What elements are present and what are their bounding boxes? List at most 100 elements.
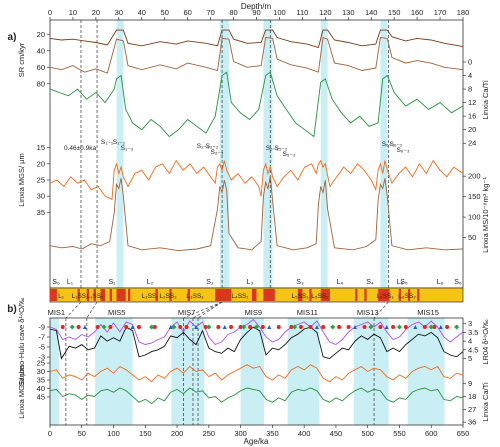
- x-tick-label: 350: [266, 429, 279, 438]
- cyan-band: [380, 20, 388, 288]
- y-axis-title: Linxia Ca/Ti: [481, 382, 490, 422]
- strat-label: L₃: [247, 279, 254, 286]
- annotation: 0.46±0.9ka: [64, 145, 97, 152]
- green-diamond: [330, 324, 336, 330]
- series-line: [49, 318, 464, 346]
- y-tick-label: 18: [468, 392, 476, 401]
- blue-triangle: [267, 325, 272, 329]
- annotation: S₆₋₁: [382, 141, 395, 148]
- green-diamond: [171, 324, 177, 330]
- x-tick-label: 110: [296, 8, 308, 17]
- y-tick-label: -3: [38, 353, 45, 362]
- x-tick-label: 150: [388, 8, 401, 17]
- y-tick-label: -5: [38, 343, 45, 352]
- series-line: [49, 159, 464, 201]
- paleosol-band: [169, 289, 172, 301]
- green-diamond: [241, 324, 247, 330]
- y-tick-label: 200: [468, 172, 481, 181]
- y-tick-label: 60: [37, 63, 45, 72]
- x-tick-label: 30: [115, 8, 123, 17]
- cyan-band: [116, 20, 124, 288]
- annotation: S₅₋₁: [266, 145, 279, 152]
- column-label: L₁SS₁: [72, 293, 89, 300]
- y-tick-label: 9: [468, 379, 472, 388]
- y-tick-label: 20: [37, 159, 45, 168]
- annotation: S₁₋₁: [101, 139, 114, 146]
- x-tick-label: 250: [203, 429, 216, 438]
- strat-label: S₅: [400, 279, 408, 286]
- blue-triangle: [438, 325, 443, 329]
- red-dot: [432, 325, 437, 329]
- red-dot: [308, 325, 313, 329]
- y-tick-label: 25: [37, 359, 45, 368]
- x-tick-label: 600: [425, 429, 438, 438]
- column-label: L₄SS₁: [231, 293, 249, 300]
- y-tick-label: 40: [37, 46, 45, 55]
- y-tick-label: 3.5: [468, 328, 478, 337]
- series-line: [49, 71, 464, 138]
- strat-label: L₄: [337, 279, 344, 286]
- blue-triangle: [384, 325, 389, 329]
- x-tick-label: 140: [365, 8, 378, 17]
- strat-label: L₅: [397, 279, 404, 286]
- cyan-band: [320, 20, 328, 288]
- connector-line: [65, 301, 82, 319]
- blue-triangle: [168, 325, 173, 329]
- mis-label: MIS15: [417, 308, 439, 317]
- paleosol-band: [116, 289, 126, 301]
- cyan-band: [287, 318, 320, 425]
- y-tick-label: 100: [468, 213, 481, 222]
- red-dot: [298, 325, 303, 329]
- red-dot: [178, 325, 183, 329]
- x-tick-label: 40: [138, 8, 146, 17]
- strat-label: S₀: [52, 279, 60, 286]
- x-tick-label: 50: [78, 429, 86, 438]
- mis-label: MIS7: [178, 308, 196, 317]
- strat-label: L₂: [147, 279, 154, 286]
- green-diamond: [428, 324, 434, 330]
- red-dot: [136, 325, 141, 329]
- red-dot: [229, 325, 234, 329]
- paleosol-band: [155, 289, 158, 301]
- red-dot: [203, 325, 208, 329]
- paleosol-band: [50, 289, 57, 301]
- y-tick-label: 3: [468, 319, 472, 328]
- x-tick-label: 10: [69, 8, 77, 17]
- paleosol-band: [251, 289, 257, 301]
- x-tick-label: 200: [171, 429, 184, 438]
- blue-triangle: [194, 325, 199, 329]
- y-tick-label: 20: [468, 125, 476, 134]
- x-tick-label: 170: [434, 8, 447, 17]
- x-tick-label: 60: [183, 8, 191, 17]
- series-line: [49, 364, 464, 383]
- blue-triangle: [314, 325, 319, 329]
- y-tick-label: 30: [37, 367, 45, 376]
- red-dot: [238, 325, 243, 329]
- red-dot: [248, 325, 253, 329]
- paleosol-band: [215, 289, 232, 301]
- paleosol-band: [398, 289, 402, 301]
- red-dot: [260, 325, 265, 329]
- y-tick-label: -7: [38, 333, 45, 342]
- blue-triangle: [130, 325, 135, 329]
- cyan-band: [353, 318, 389, 425]
- x-tick-label: 130: [342, 8, 355, 17]
- mis-label: MIS13: [357, 308, 379, 317]
- column-label: L₅SS₁: [291, 293, 309, 300]
- paleosol-band: [407, 289, 411, 301]
- green-diamond: [368, 324, 374, 330]
- mis-label: MIS1: [48, 308, 66, 317]
- green-diamond: [101, 324, 107, 330]
- annotation: S₆₋₂: [390, 141, 403, 148]
- y-axis-title: Linxia Ca/Ti: [481, 80, 490, 120]
- green-diamond: [206, 324, 212, 330]
- x-tick-label: 20: [92, 8, 100, 17]
- red-dot: [422, 325, 427, 329]
- annotation: S₁₋₃: [121, 145, 134, 152]
- y-axis-title: SR cm/kyr: [17, 42, 26, 77]
- x-tick-label: 500: [361, 429, 374, 438]
- y-tick-label: 35: [37, 208, 45, 217]
- red-dot: [378, 325, 383, 329]
- blue-triangle: [82, 325, 87, 329]
